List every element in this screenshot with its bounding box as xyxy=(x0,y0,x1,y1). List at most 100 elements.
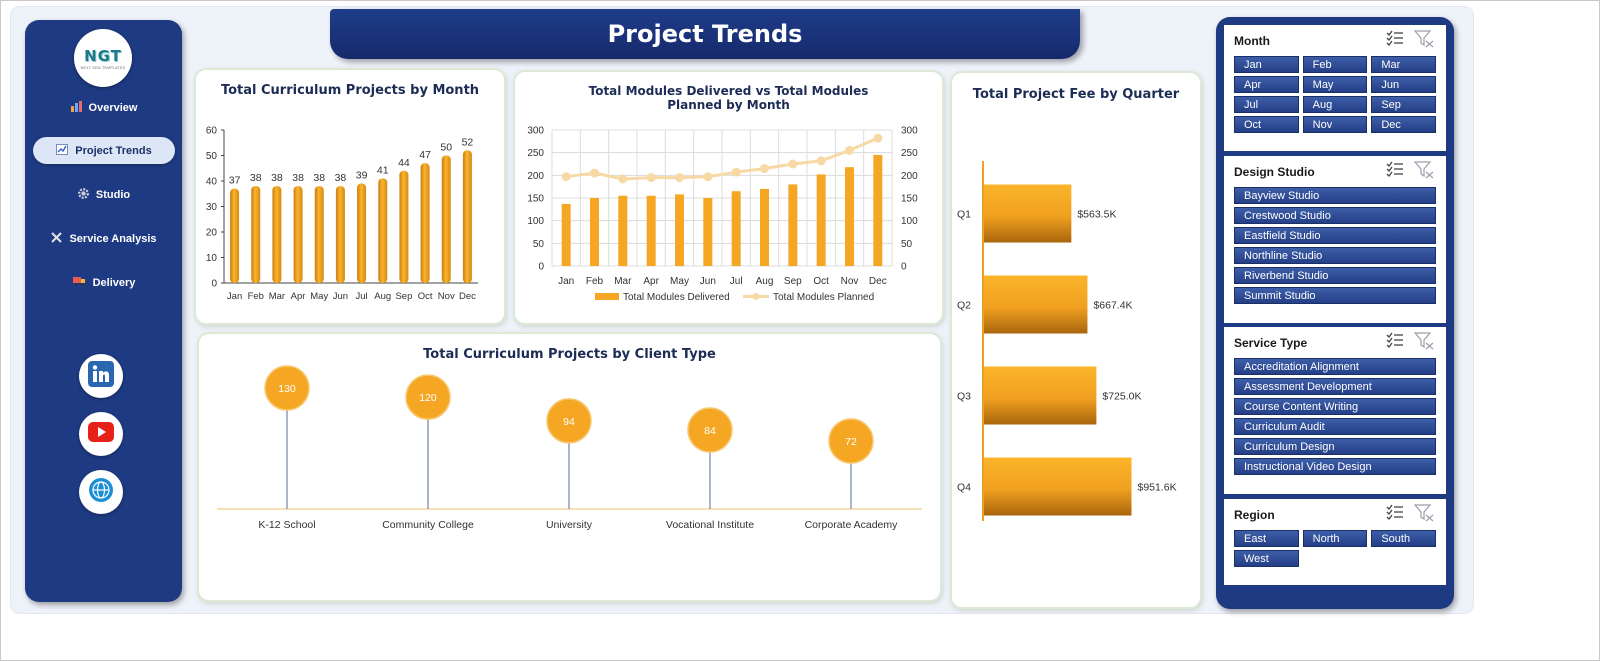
slicer-item-button[interactable]: Jun xyxy=(1371,76,1436,93)
multi-select-icon[interactable] xyxy=(1386,504,1404,527)
slicer-item-button[interactable]: Northline Studio xyxy=(1234,247,1436,264)
slicer-item-button[interactable]: Crestwood Studio xyxy=(1234,207,1436,224)
slicer-design-studio: Design Studio Bayview Studio Crestwood Stu… xyxy=(1224,156,1446,323)
slicer-item-button[interactable]: Mar xyxy=(1371,56,1436,73)
logo: NGT NEXT GEN TEMPLATES xyxy=(74,29,132,87)
y-tick-label: 50 xyxy=(206,151,218,162)
nav-item-label: Delivery xyxy=(92,276,136,289)
bar xyxy=(357,183,367,283)
slicer-item-button[interactable]: Oct xyxy=(1234,116,1299,133)
data-label: 47 xyxy=(419,149,431,161)
data-label: 38 xyxy=(313,172,325,184)
slicer-item-button[interactable]: Jan xyxy=(1234,56,1299,73)
slicer-item-button[interactable]: May xyxy=(1302,76,1368,93)
x-tick-label: Jun xyxy=(333,291,348,302)
y-tick-label: 60 xyxy=(206,126,218,137)
slicer-item-button[interactable]: Feb xyxy=(1302,56,1368,73)
bar xyxy=(984,275,1088,334)
slicer-item-button[interactable]: Course Content Writing xyxy=(1234,398,1436,415)
multi-select-icon[interactable] xyxy=(1386,161,1404,184)
slicer-item-button[interactable]: South xyxy=(1371,530,1436,547)
bar xyxy=(675,194,684,266)
slicer-toolbar xyxy=(1386,332,1434,355)
bar xyxy=(845,167,854,266)
chart-card-projects-by-client-type: Total Curriculum Projects by Client Type… xyxy=(197,332,942,602)
x-tick-label: Jan xyxy=(227,291,242,302)
y-tick-label: 50 xyxy=(533,239,545,250)
slicer-item-button[interactable]: Sep xyxy=(1371,96,1436,113)
x-tick-label: May xyxy=(670,276,689,287)
line-point xyxy=(618,174,628,184)
slicer-toolbar xyxy=(1386,161,1434,184)
linkedin-icon xyxy=(88,360,114,392)
x-tick-label: Feb xyxy=(248,291,264,302)
y-tick-label: 30 xyxy=(206,202,218,213)
slicer-item-button[interactable]: Bayview Studio xyxy=(1234,187,1436,204)
slicer-item-button[interactable]: Curriculum Design xyxy=(1234,438,1436,455)
slicer-item-button[interactable]: Summit Studio xyxy=(1234,287,1436,304)
linkedin-button[interactable] xyxy=(79,354,123,398)
website-button[interactable] xyxy=(79,470,123,514)
logo-text: NGT xyxy=(84,46,122,65)
slicer-item-button[interactable]: Eastfield Studio xyxy=(1234,227,1436,244)
slicer-item-button[interactable]: Assessment Development xyxy=(1234,378,1436,395)
x-tick-label: Jul xyxy=(356,291,368,302)
x-tick-label: Sep xyxy=(784,276,802,287)
nav-item-service-analysis[interactable]: Service Analysis xyxy=(33,225,175,252)
clear-filter-icon[interactable] xyxy=(1413,504,1434,527)
tools-icon xyxy=(51,231,63,246)
line-point xyxy=(646,173,656,183)
slicer-items: Bayview Studio Crestwood Studio Eastfield … xyxy=(1234,187,1436,304)
slicer-item-button[interactable]: Apr xyxy=(1234,76,1299,93)
slicer-item-button[interactable]: Dec xyxy=(1371,116,1436,133)
data-label: 41 xyxy=(377,164,389,176)
slicer-title: Region xyxy=(1234,508,1275,522)
multi-select-icon[interactable] xyxy=(1386,332,1404,355)
x-tick-label: May xyxy=(310,291,328,302)
left-nav: NGT NEXT GEN TEMPLATES Overview Project … xyxy=(25,20,182,602)
globe-icon xyxy=(88,477,114,508)
projects-by-month-chart: 0 10 20 30 40 50 60 37 Jan 38 Feb 38 Mar 38 Apr 38 May 38… xyxy=(206,126,478,302)
slicer-region: Region East North South West xyxy=(1224,499,1446,585)
gear-icon xyxy=(77,187,89,202)
x-tick-label: Jan xyxy=(558,276,574,287)
page-title: Project Trends xyxy=(607,20,803,48)
youtube-button[interactable] xyxy=(79,412,123,456)
slicer-item-button[interactable]: Aug xyxy=(1302,96,1368,113)
slicer-item-button[interactable]: Accreditation Alignment xyxy=(1234,358,1436,375)
nav-item-project-trends[interactable]: Project Trends xyxy=(33,137,175,164)
nav-item-studio[interactable]: Studio xyxy=(33,181,175,208)
nav-item-label: Service Analysis xyxy=(69,232,157,245)
clear-filter-icon[interactable] xyxy=(1413,332,1434,355)
slicer-item-button[interactable]: Nov xyxy=(1302,116,1368,133)
x-tick-label: University xyxy=(546,519,593,531)
slicer-service-type: Service Type Accreditation Alignment Asses… xyxy=(1224,327,1446,494)
modules-delivered-vs-planned-chart: 0 50 100 150 200 250 300 0 50 100 150 200 250 300 Jan F… xyxy=(527,126,918,304)
slicer-item-button[interactable]: East xyxy=(1234,530,1299,547)
x-tick-label: K-12 School xyxy=(258,519,315,531)
bar xyxy=(441,155,451,283)
slicer-items: Accreditation Alignment Assessment Develo… xyxy=(1234,358,1436,475)
multi-select-icon[interactable] xyxy=(1386,30,1404,53)
y-tick-label: 10 xyxy=(206,253,218,264)
slicer-item-button[interactable]: Riverbend Studio xyxy=(1234,267,1436,284)
data-label: 39 xyxy=(356,170,368,182)
data-label: $563.5K xyxy=(1077,209,1116,221)
clear-filter-icon[interactable] xyxy=(1413,161,1434,184)
slicer-item-button[interactable]: Jul xyxy=(1234,96,1299,113)
nav-item-overview[interactable]: Overview xyxy=(33,94,175,121)
data-label: 94 xyxy=(563,416,575,428)
y-tick-label: 250 xyxy=(527,148,544,159)
slicer-item-button[interactable]: Curriculum Audit xyxy=(1234,418,1436,435)
slicer-item-button[interactable]: Instructional Video Design xyxy=(1234,458,1436,475)
clear-filter-icon[interactable] xyxy=(1413,30,1434,53)
chart-card-projects-by-month: Total Curriculum Projects by Month 0 10 20… xyxy=(194,68,506,325)
x-tick-label: Nov xyxy=(841,276,859,287)
slicer-item-button[interactable]: West xyxy=(1234,550,1299,567)
x-tick-label: Dec xyxy=(459,291,476,302)
nav-item-delivery[interactable]: Delivery xyxy=(33,269,175,296)
data-label: $951.6K xyxy=(1137,482,1176,494)
fee-by-quarter-chart: Q1 $563.5K Q2 $667.4K Q3 $725.0K Q4 $951.6K xyxy=(957,161,1177,521)
y-tick-label: 100 xyxy=(527,216,544,227)
slicer-item-button[interactable]: North xyxy=(1302,530,1368,547)
